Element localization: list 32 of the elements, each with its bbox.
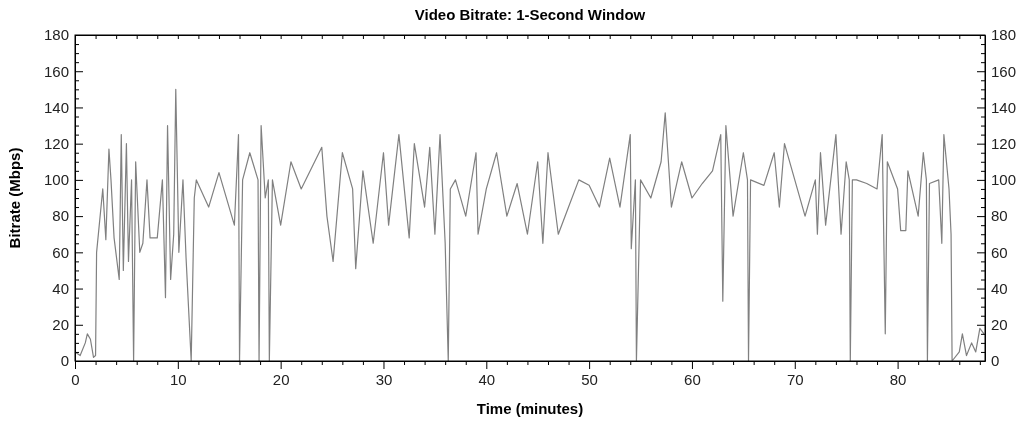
x-tick-label: 50 <box>581 370 598 388</box>
y-tick-label: 0 <box>60 352 69 370</box>
x-tick-label: 70 <box>786 370 804 388</box>
y-tick-label: 60 <box>52 243 69 261</box>
x-tick-label: 60 <box>684 370 701 388</box>
y-tick-label: 160 <box>43 62 69 80</box>
x-tick-label: 80 <box>889 370 907 388</box>
y-tick-label: 120 <box>43 134 69 152</box>
y2-tick-label: 100 <box>991 171 1017 189</box>
x-tick-label: 10 <box>169 370 187 388</box>
chart-title: Video Bitrate: 1-Second Window <box>414 6 646 23</box>
x-tick-label: 40 <box>478 370 496 388</box>
y-tick-label: 180 <box>43 26 69 44</box>
x-axis-title: Time (minutes) <box>476 400 584 417</box>
y2-tick-label: 160 <box>991 62 1017 80</box>
y2-tick-label: 40 <box>991 279 1008 297</box>
y-tick-label: 140 <box>43 98 69 116</box>
y-tick-label: 40 <box>52 279 69 297</box>
y-tick-label: 20 <box>52 316 69 334</box>
y2-tick-label: 80 <box>991 207 1008 225</box>
y2-tick-label: 140 <box>991 98 1017 116</box>
y-axis-title: Bitrate (Mbps) <box>6 147 23 249</box>
y-tick-label: 100 <box>43 171 69 189</box>
y2-tick-label: 120 <box>991 134 1017 152</box>
x-tick-label: 0 <box>71 370 80 388</box>
x-tick-label: 30 <box>375 370 393 388</box>
y2-tick-label: 60 <box>991 243 1008 261</box>
y-tick-label: 80 <box>52 207 69 225</box>
y2-tick-label: 180 <box>991 26 1017 44</box>
y2-tick-label: 20 <box>991 316 1008 334</box>
y2-tick-label: 0 <box>991 352 1000 370</box>
x-tick-label: 20 <box>272 370 290 388</box>
